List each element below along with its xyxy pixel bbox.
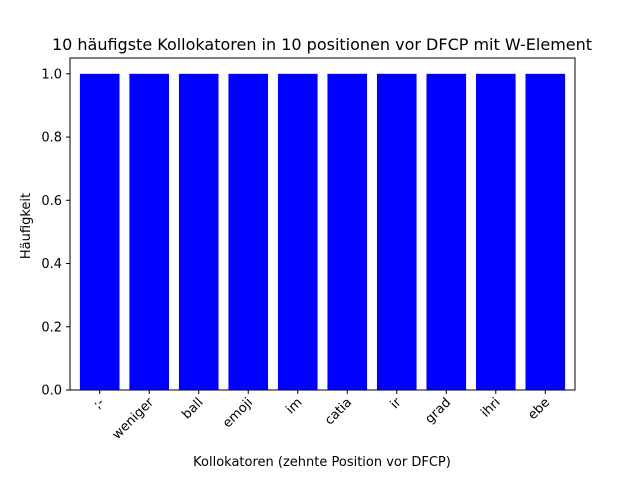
bar-3 <box>228 73 269 390</box>
bar-8 <box>475 73 516 390</box>
y-tick-label-3: 0.6 <box>41 194 62 209</box>
x-tick-label-2: ball <box>179 395 206 422</box>
bar-0 <box>79 73 120 390</box>
x-tick-label-5: catia <box>322 395 355 428</box>
y-axis-label: Häufigkeit <box>19 193 34 259</box>
bar-9 <box>525 73 566 390</box>
x-axis-label: Kollokatoren (zehnte Position vor DFCP) <box>193 455 451 470</box>
plot-frame <box>69 57 576 391</box>
bar-7 <box>426 73 467 390</box>
y-tick-label-5: 1.0 <box>41 67 62 82</box>
y-tick-label-0: 0.0 <box>41 384 62 399</box>
x-tick-label-1: weniger <box>110 395 158 443</box>
plot-area <box>69 57 576 391</box>
bar-4 <box>277 73 318 390</box>
x-tick-label-3: emoji <box>220 395 256 431</box>
y-tick-label-4: 0.8 <box>41 131 62 146</box>
x-tick-label-0: ;- <box>91 395 108 412</box>
x-tick-label-6: ir <box>388 395 405 412</box>
y-tick-label-1: 0.2 <box>41 320 62 335</box>
bar-2 <box>178 73 219 390</box>
x-tick-label-4: im <box>283 395 305 417</box>
bar-6 <box>376 73 417 390</box>
bar-1 <box>129 73 170 390</box>
x-tick-label-7: grad <box>422 395 454 427</box>
x-tick-label-8: ihri <box>478 395 503 420</box>
y-axis: 0.0 0.2 0.4 0.6 0.8 1.0 <box>41 67 70 399</box>
bar-5 <box>327 73 368 390</box>
x-tick-label-9: ebe <box>525 395 553 423</box>
chart-title: 10 häufigste Kollokatoren in 10 position… <box>52 35 592 54</box>
y-tick-label-2: 0.4 <box>41 257 62 272</box>
x-axis: ;- weniger ball emoji im catia ir grad ihri ebe <box>91 390 553 443</box>
